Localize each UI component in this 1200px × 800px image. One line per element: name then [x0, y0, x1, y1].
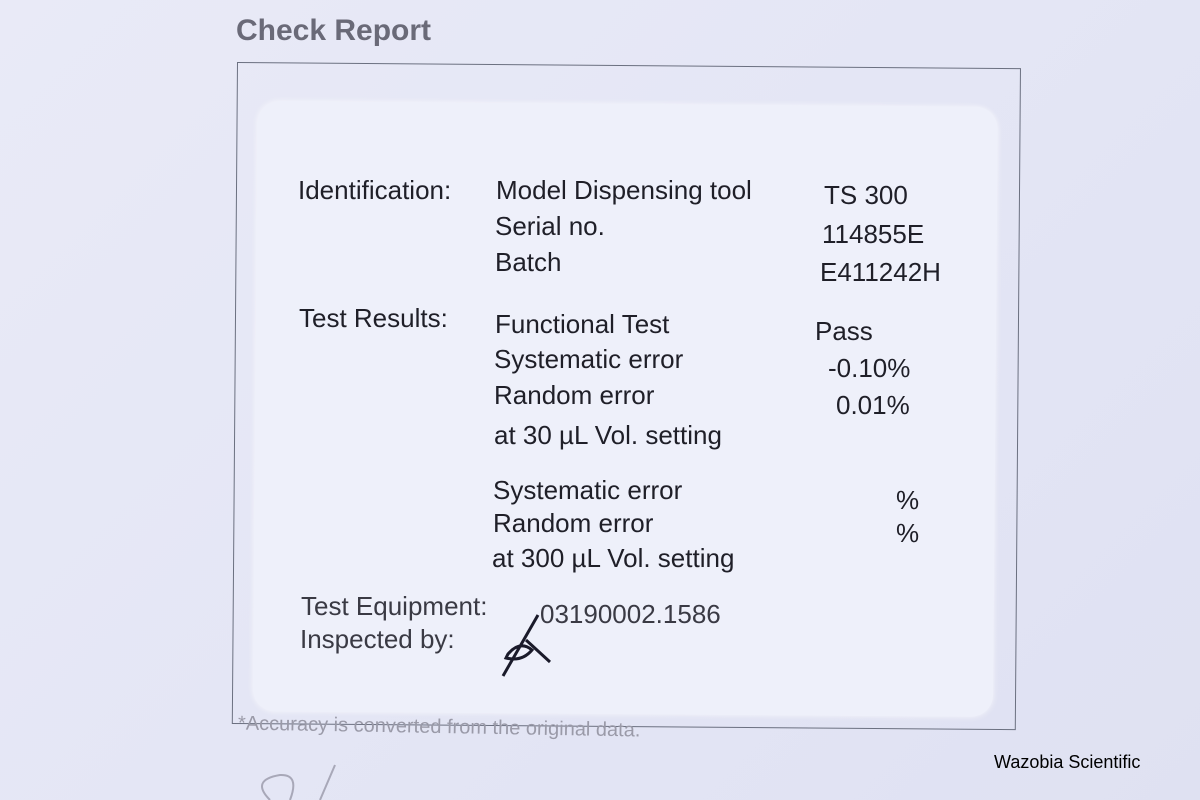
random-error-30-label: Random error [494, 380, 655, 410]
functional-test-value: Pass [815, 316, 873, 346]
setting-30-label: at 30 µL Vol. setting [494, 420, 722, 450]
inspected-by-label: Inspected by: [300, 624, 455, 654]
random-error-30-value: 0.01% [836, 390, 910, 420]
model-label: Model Dispensing tool [496, 175, 752, 205]
test-equipment-value: 03190002.1586 [540, 599, 721, 629]
model-value: TS 300 [824, 180, 908, 210]
systematic-error-300-label: Systematic error [493, 475, 683, 505]
systematic-error-30-label: Systematic error [494, 344, 684, 374]
watermark-text: Wazobia Scientific [994, 752, 1141, 772]
inspector-signature [501, 614, 552, 677]
test-results-label: Test Results: [299, 303, 448, 333]
identification-label: Identification: [298, 175, 452, 205]
page-title: Check Report [236, 14, 432, 47]
batch-value: E411242H [820, 257, 941, 287]
systematic-error-300-value: % [896, 485, 920, 515]
batch-label: Batch [495, 247, 562, 277]
test-equipment-label: Test Equipment: [301, 591, 488, 621]
setting-300-label: at 300 µL Vol. setting [492, 543, 735, 573]
functional-test-label: Functional Test [495, 309, 670, 339]
random-error-300-value: % [896, 518, 920, 548]
handwriting-mark [261, 764, 336, 800]
systematic-error-30-value: -0.10% [828, 353, 911, 383]
serial-label: Serial no. [495, 211, 605, 241]
serial-value: 114855E [822, 219, 925, 249]
random-error-300-label: Random error [493, 508, 654, 538]
